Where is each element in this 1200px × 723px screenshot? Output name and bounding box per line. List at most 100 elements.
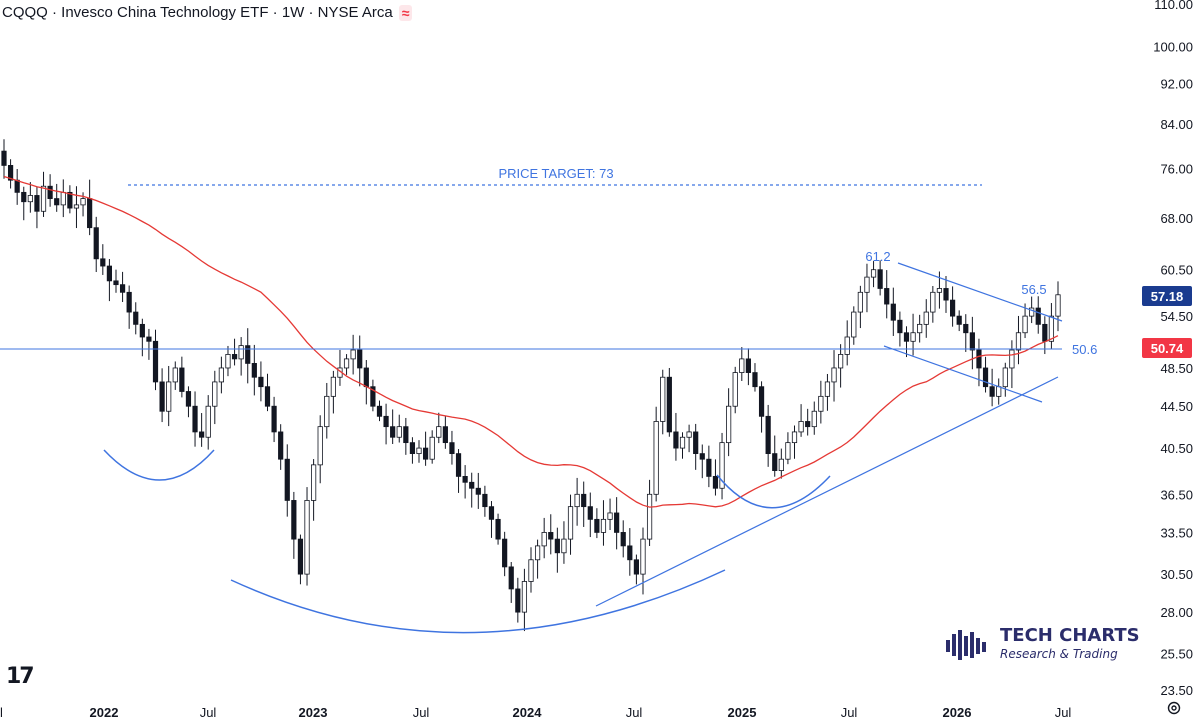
price-tick-label: 60.50 xyxy=(1160,263,1193,278)
candle-body xyxy=(666,376,672,433)
candle xyxy=(732,366,738,414)
candle xyxy=(956,310,962,332)
candle xyxy=(212,370,218,425)
candle-body xyxy=(119,284,126,293)
price-tick-label: 33.50 xyxy=(1160,525,1193,540)
candle-body xyxy=(772,453,778,471)
candle-body xyxy=(21,191,27,203)
candle xyxy=(1002,362,1008,397)
channel-upper-line[interactable] xyxy=(897,262,1063,322)
price-tick-label: 92.00 xyxy=(1160,76,1193,91)
candle-body xyxy=(376,405,383,417)
head-arc[interactable] xyxy=(230,569,726,634)
candle xyxy=(917,314,923,343)
candle xyxy=(1055,281,1061,332)
candle xyxy=(581,481,587,527)
candle-body xyxy=(739,358,745,373)
candle xyxy=(278,424,284,470)
candle-body xyxy=(811,410,817,428)
candle-body xyxy=(390,426,396,438)
candle-body xyxy=(205,405,211,438)
candle xyxy=(673,412,679,461)
candle xyxy=(950,286,956,327)
candle xyxy=(245,328,251,384)
time-tick-label: 2023 xyxy=(299,705,328,720)
channel-lower-line[interactable] xyxy=(883,345,1043,403)
candle xyxy=(502,531,508,577)
candle xyxy=(758,381,765,433)
candle xyxy=(304,487,310,586)
time-axis[interactable]: l 2022 Jul 2023 Jul 2024 Jul 2025 Jul 2026 Jul xyxy=(0,705,1071,720)
candle-body xyxy=(864,276,870,293)
candle-body xyxy=(159,381,165,412)
candle-body xyxy=(805,421,811,428)
candle-body xyxy=(765,415,771,455)
candle xyxy=(712,459,719,496)
candle xyxy=(7,159,14,189)
candle xyxy=(192,391,198,447)
candle xyxy=(34,186,40,229)
right-shoulder-arc[interactable] xyxy=(716,474,831,509)
candle-body xyxy=(989,386,995,397)
candle-body xyxy=(449,442,455,455)
candle-body xyxy=(396,426,402,438)
candle-body xyxy=(910,332,916,342)
candle-body xyxy=(409,442,416,455)
candle-body xyxy=(383,415,389,428)
candle-body xyxy=(752,372,758,388)
candle xyxy=(963,314,969,352)
candle-body xyxy=(712,476,719,489)
tradingview-logo-icon[interactable]: 17 xyxy=(6,664,35,689)
candle xyxy=(271,396,277,443)
candle-body xyxy=(541,532,547,547)
candle-body xyxy=(297,538,304,575)
candle xyxy=(534,539,541,579)
candle xyxy=(719,432,725,500)
candle-body xyxy=(218,367,224,383)
candle xyxy=(343,354,350,375)
candle xyxy=(818,380,824,424)
candle-body xyxy=(976,349,982,369)
candle-body xyxy=(877,269,883,289)
candle xyxy=(475,472,481,509)
candle xyxy=(495,513,501,545)
price-tick-label: 68.00 xyxy=(1160,211,1193,226)
candle xyxy=(903,326,910,358)
candle xyxy=(119,271,126,303)
candle-body xyxy=(581,493,587,508)
candle-body xyxy=(561,538,567,554)
candle-body xyxy=(469,481,475,489)
candle xyxy=(1022,303,1028,339)
high-label: 61.2 xyxy=(865,249,890,264)
candle xyxy=(910,313,916,356)
candle xyxy=(923,299,929,338)
candle xyxy=(357,335,363,387)
candle-body xyxy=(87,198,93,229)
candle xyxy=(548,514,554,555)
candle xyxy=(791,425,798,459)
candle xyxy=(139,318,145,357)
candle xyxy=(1009,340,1015,389)
gear-icon[interactable] xyxy=(1166,700,1182,716)
candle xyxy=(27,182,33,213)
candle xyxy=(218,356,224,394)
candle-body xyxy=(113,280,119,286)
candle xyxy=(436,412,442,444)
indicator-icon[interactable]: ≈ xyxy=(398,4,413,21)
price-tick-label: 100.00 xyxy=(1153,39,1193,54)
time-tick-label: Jul xyxy=(200,705,217,720)
candle xyxy=(403,417,409,455)
candle xyxy=(442,416,448,449)
candle-body xyxy=(152,340,159,383)
candle xyxy=(21,186,27,221)
price-axis[interactable]: 110.00 100.00 92.00 84.00 76.00 68.00 60.50 54.… xyxy=(1153,0,1193,698)
candle-body xyxy=(508,566,514,590)
candle-body xyxy=(963,323,969,334)
candle-body xyxy=(34,195,40,212)
rising-support-line[interactable] xyxy=(595,376,1059,607)
candle xyxy=(824,373,831,411)
candle xyxy=(726,388,732,457)
left-shoulder-arc[interactable] xyxy=(103,449,215,481)
candle xyxy=(264,373,271,412)
